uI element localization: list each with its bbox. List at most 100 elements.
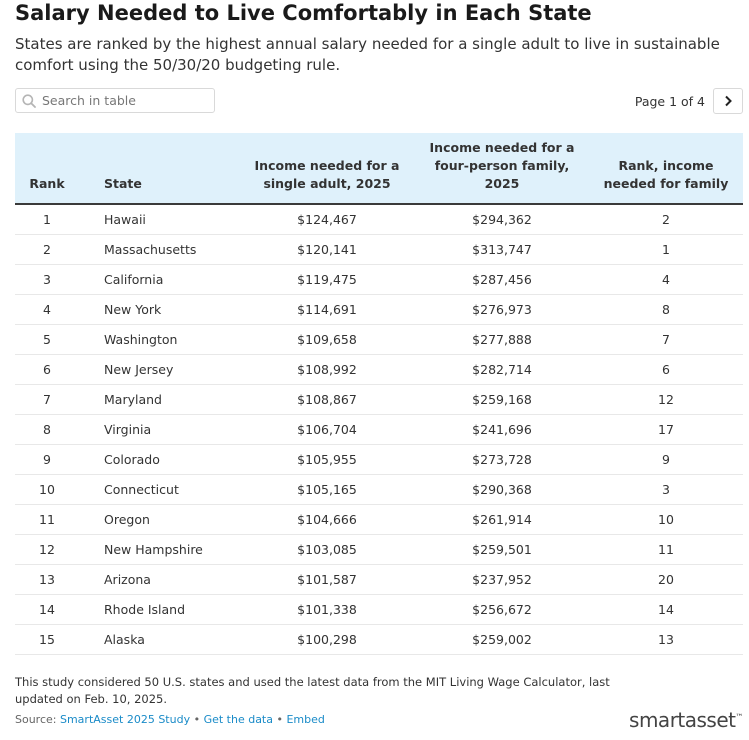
single-adult-income-cell: $104,666 bbox=[239, 504, 415, 535]
family-rank-cell: 6 bbox=[589, 354, 743, 385]
source-separator: • bbox=[190, 713, 204, 726]
single-adult-income-cell: $124,467 bbox=[239, 204, 415, 235]
table-row: 5 Washington $109,658 $277,888 7 bbox=[15, 324, 743, 355]
brand-logo: smartasset™ bbox=[629, 708, 743, 732]
rank-cell: 6 bbox=[15, 354, 79, 385]
family-rank-cell: 13 bbox=[589, 624, 743, 655]
footnote: This study considered 50 U.S. states and… bbox=[15, 675, 610, 706]
column-header[interactable]: Rank bbox=[15, 133, 79, 205]
state-cell: Oregon bbox=[79, 504, 239, 535]
state-cell: Maryland bbox=[79, 384, 239, 415]
chevron-right-icon bbox=[725, 95, 732, 107]
embed-link[interactable]: Embed bbox=[286, 713, 325, 726]
family-rank-cell: 14 bbox=[589, 594, 743, 625]
study-link[interactable]: SmartAsset 2025 Study bbox=[59, 713, 191, 726]
family-rank-cell: 10 bbox=[589, 504, 743, 535]
rank-cell: 12 bbox=[15, 534, 79, 565]
family-rank-cell: 1 bbox=[589, 234, 743, 265]
family-income-cell: $259,168 bbox=[415, 384, 589, 415]
table-row: 2 Massachusetts $120,141 $313,747 1 bbox=[15, 234, 743, 265]
table-row: 12 New Hampshire $103,085 $259,501 11 bbox=[15, 534, 743, 565]
rank-cell: 13 bbox=[15, 564, 79, 595]
table-row: 1 Hawaii $124,467 $294,362 2 bbox=[15, 204, 743, 235]
column-header[interactable]: Rank, income needed for family bbox=[589, 133, 743, 205]
state-cell: Alaska bbox=[79, 624, 239, 655]
state-cell: Colorado bbox=[79, 444, 239, 475]
rank-cell: 7 bbox=[15, 384, 79, 415]
page-indicator: Page 1 of 4 bbox=[634, 93, 705, 109]
single-adult-income-cell: $101,338 bbox=[239, 594, 415, 625]
table-row: 13 Arizona $101,587 $237,952 20 bbox=[15, 564, 743, 595]
family-rank-cell: 2 bbox=[589, 204, 743, 235]
next-page-button[interactable] bbox=[713, 88, 743, 114]
rank-cell: 14 bbox=[15, 594, 79, 625]
source-line: Source: SmartAsset 2025 Study • Get the … bbox=[15, 713, 325, 726]
rank-cell: 11 bbox=[15, 504, 79, 535]
state-cell: New Jersey bbox=[79, 354, 239, 385]
family-rank-cell: 7 bbox=[589, 324, 743, 355]
family-rank-cell: 20 bbox=[589, 564, 743, 595]
get-data-link[interactable]: Get the data bbox=[203, 713, 273, 726]
family-income-cell: $276,973 bbox=[415, 294, 589, 325]
family-rank-cell: 3 bbox=[589, 474, 743, 505]
rank-cell: 3 bbox=[15, 264, 79, 295]
column-header[interactable]: Income needed for a four-person family, … bbox=[415, 133, 589, 205]
family-rank-cell: 4 bbox=[589, 264, 743, 295]
family-income-cell: $241,696 bbox=[415, 414, 589, 445]
single-adult-income-cell: $105,165 bbox=[239, 474, 415, 505]
search-icon bbox=[22, 93, 36, 108]
rank-cell: 8 bbox=[15, 414, 79, 445]
family-income-cell: $290,368 bbox=[415, 474, 589, 505]
column-header[interactable]: State bbox=[79, 133, 239, 205]
rank-cell: 15 bbox=[15, 624, 79, 655]
family-rank-cell: 9 bbox=[589, 444, 743, 475]
family-income-cell: $256,672 bbox=[415, 594, 589, 625]
state-cell: Rhode Island bbox=[79, 594, 239, 625]
table-row: 9 Colorado $105,955 $273,728 9 bbox=[15, 444, 743, 475]
table-row: 4 New York $114,691 $276,973 8 bbox=[15, 294, 743, 325]
table-row: 11 Oregon $104,666 $261,914 10 bbox=[15, 504, 743, 535]
family-income-cell: $313,747 bbox=[415, 234, 589, 265]
family-income-cell: $237,952 bbox=[415, 564, 589, 595]
table-row: 10 Connecticut $105,165 $290,368 3 bbox=[15, 474, 743, 505]
single-adult-income-cell: $109,658 bbox=[239, 324, 415, 355]
rank-cell: 5 bbox=[15, 324, 79, 355]
page-subtitle: States are ranked by the highest annual … bbox=[15, 35, 720, 74]
page-title: Salary Needed to Live Comfortably in Eac… bbox=[15, 1, 592, 25]
table-body: 1 Hawaii $124,467 $294,362 2 2 Massachusetts $1… bbox=[15, 204, 743, 655]
state-cell: New Hampshire bbox=[79, 534, 239, 565]
search-box[interactable] bbox=[15, 88, 215, 113]
table-header-row: Rank State Income needed for a single ad… bbox=[15, 133, 743, 205]
trademark-mark: ™ bbox=[735, 712, 744, 722]
single-adult-income-cell: $114,691 bbox=[239, 294, 415, 325]
state-cell: Massachusetts bbox=[79, 234, 239, 265]
single-adult-income-cell: $105,955 bbox=[239, 444, 415, 475]
single-adult-income-cell: $108,867 bbox=[239, 384, 415, 415]
single-adult-income-cell: $106,704 bbox=[239, 414, 415, 445]
family-income-cell: $287,456 bbox=[415, 264, 589, 295]
rank-cell: 2 bbox=[15, 234, 79, 265]
single-adult-income-cell: $119,475 bbox=[239, 264, 415, 295]
rank-cell: 9 bbox=[15, 444, 79, 475]
search-input[interactable] bbox=[42, 93, 202, 108]
state-cell: California bbox=[79, 264, 239, 295]
data-table: Rank State Income needed for a single ad… bbox=[15, 133, 743, 655]
table-row: 6 New Jersey $108,992 $282,714 6 bbox=[15, 354, 743, 385]
state-cell: Virginia bbox=[79, 414, 239, 445]
rank-cell: 1 bbox=[15, 204, 79, 235]
source-separator: • bbox=[273, 713, 287, 726]
table-row: 15 Alaska $100,298 $259,002 13 bbox=[15, 624, 743, 655]
rank-cell: 10 bbox=[15, 474, 79, 505]
table-row: 3 California $119,475 $287,456 4 bbox=[15, 264, 743, 295]
family-rank-cell: 12 bbox=[589, 384, 743, 415]
single-adult-income-cell: $103,085 bbox=[239, 534, 415, 565]
family-rank-cell: 11 bbox=[589, 534, 743, 565]
family-income-cell: $277,888 bbox=[415, 324, 589, 355]
table-row: 14 Rhode Island $101,338 $256,672 14 bbox=[15, 594, 743, 625]
single-adult-income-cell: $101,587 bbox=[239, 564, 415, 595]
family-rank-cell: 8 bbox=[589, 294, 743, 325]
family-rank-cell: 17 bbox=[589, 414, 743, 445]
brand-name: smartasset bbox=[629, 708, 736, 732]
column-header[interactable]: Income needed for a single adult, 2025 bbox=[239, 133, 415, 205]
single-adult-income-cell: $120,141 bbox=[239, 234, 415, 265]
